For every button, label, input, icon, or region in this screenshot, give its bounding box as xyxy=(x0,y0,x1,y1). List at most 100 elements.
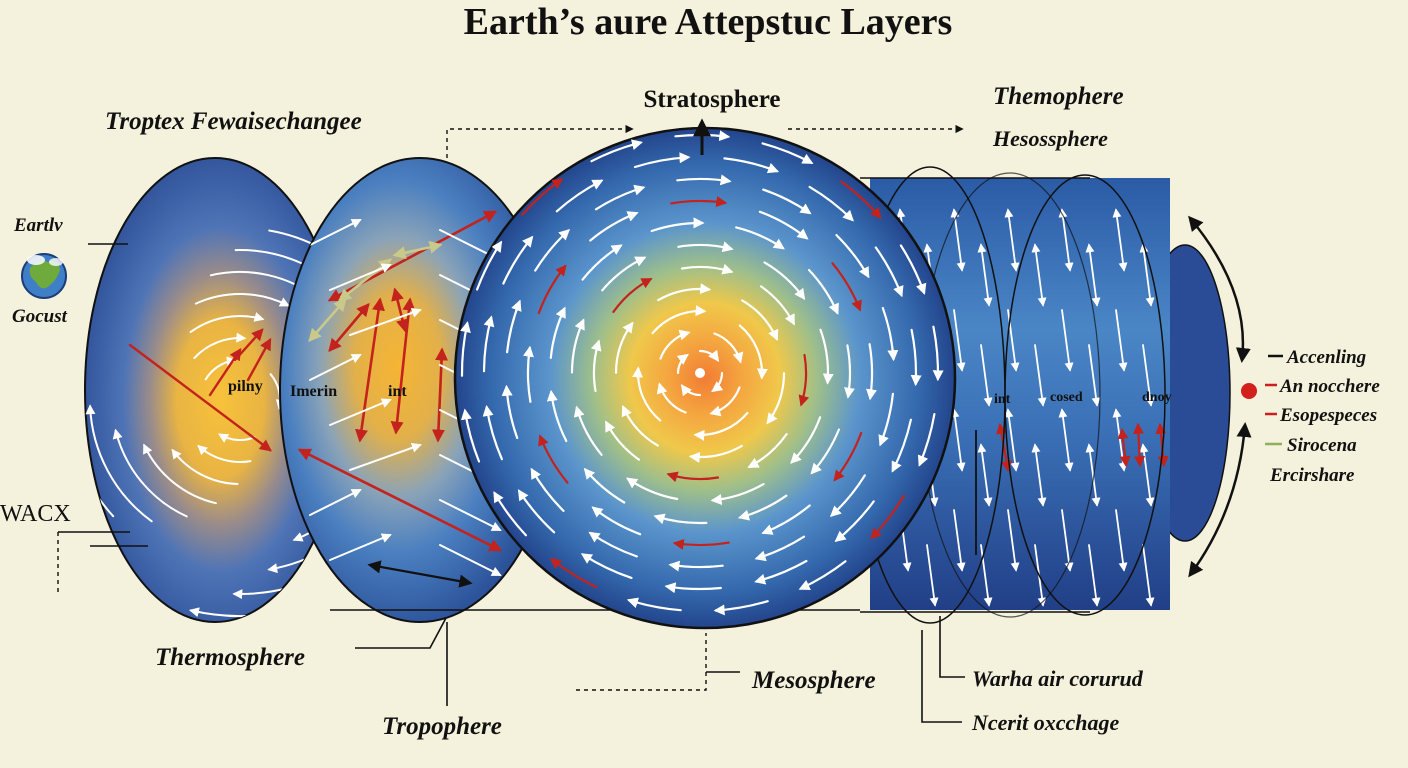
flow-arrow xyxy=(1004,408,1020,472)
legend-text-an-nocchere: An nocchere xyxy=(1279,376,1380,397)
flow-arrow xyxy=(143,443,217,505)
flow-arrow xyxy=(1139,243,1155,307)
label-earth-top: Eartlv xyxy=(13,215,63,236)
flow-arrow xyxy=(980,344,993,407)
flow-arrow xyxy=(218,433,256,443)
swirl-arrow xyxy=(762,188,812,215)
swirl-arrow xyxy=(834,500,875,542)
swirl-arrow xyxy=(590,139,643,163)
flow-arrow xyxy=(349,307,422,336)
swirl-arrow xyxy=(537,264,567,315)
inner-label-int-right: int xyxy=(994,392,1011,407)
flow-arrow xyxy=(1061,309,1074,372)
swirl-arrow xyxy=(833,431,863,482)
label-ncerit: Ncerit oxcchage xyxy=(971,710,1119,735)
swirl-arrow xyxy=(670,196,728,207)
flow-arrow xyxy=(85,404,153,523)
flow-arrow xyxy=(1004,208,1020,272)
swirl-arrow xyxy=(713,600,769,616)
label-themophere: Themophere xyxy=(993,83,1124,110)
swirl-arrow xyxy=(735,226,785,250)
label-thermosphere: Thermosphere xyxy=(155,644,305,671)
flow-arrow xyxy=(977,243,993,307)
red-flow-arrow xyxy=(1132,422,1146,468)
flow-arrow xyxy=(953,309,966,372)
swirl-arrow xyxy=(460,321,471,377)
leader-lines xyxy=(57,243,977,723)
inner-label-int-left: int xyxy=(388,383,407,400)
flow-arrow xyxy=(309,354,362,381)
swirl-arrow xyxy=(754,535,806,562)
red-flow-arrow xyxy=(246,337,272,382)
disc-center-vortex xyxy=(453,126,957,630)
swirl-arrow xyxy=(874,246,904,298)
red-flow-arrow xyxy=(297,448,503,552)
swirl-arrow xyxy=(688,444,743,463)
flow-arrow xyxy=(1031,243,1047,307)
flow-arrow xyxy=(926,544,939,607)
red-flow-arrow xyxy=(208,348,242,397)
swirl-arrow xyxy=(910,328,922,387)
flow-arrow xyxy=(1088,344,1101,407)
inner-label-cosed: cosed xyxy=(1050,390,1083,405)
swirl-arrow xyxy=(657,283,712,302)
swirl-arrow xyxy=(534,229,571,272)
flow-arrow xyxy=(950,208,966,272)
swirl-arrow xyxy=(754,559,808,585)
swirl-arrow xyxy=(659,329,691,360)
swirl-arrow xyxy=(664,582,722,594)
inner-label-imerin: Imerin xyxy=(290,383,337,400)
swirl-arrow xyxy=(589,211,639,242)
swirl-arrow xyxy=(626,597,682,612)
legend-text-ercirshare: Ercirshare xyxy=(1269,465,1355,486)
swirl-arrow xyxy=(760,285,795,326)
label-tropophere: Tropophere xyxy=(382,713,502,740)
flow-arrow xyxy=(950,408,966,472)
swirl-arrow xyxy=(763,261,806,300)
swirl-arrow xyxy=(583,467,626,504)
black-flow-arrow xyxy=(367,560,473,588)
swirl-arrow xyxy=(588,531,638,558)
swirl-arrow xyxy=(677,241,734,253)
flow-arrow xyxy=(197,444,252,463)
swirl-arrow xyxy=(672,539,730,550)
swirl-arrow xyxy=(829,474,866,517)
swirl-arrow xyxy=(878,392,894,447)
diagram-title: Earth’s aure Attepstuc Layers xyxy=(464,1,953,43)
swirl-arrow xyxy=(546,389,568,443)
flow-arrow xyxy=(1115,309,1128,372)
swirl-arrow xyxy=(549,306,566,359)
flow-arrow xyxy=(193,332,247,360)
swirl-arrow xyxy=(612,278,653,313)
swirl-arrow xyxy=(680,384,702,397)
swirl-arrow xyxy=(713,332,744,364)
flow-arrow xyxy=(171,448,239,485)
swirl-arrow xyxy=(501,384,519,440)
swirl-arrow xyxy=(808,269,839,315)
swirl-arrow xyxy=(710,483,765,505)
flow-arrow xyxy=(1034,344,1047,407)
flow-arrow xyxy=(112,428,188,518)
swirl-arrow xyxy=(917,413,936,467)
swirl-arrow xyxy=(709,386,741,417)
flow-arrow xyxy=(1007,509,1020,572)
swirl-arrow xyxy=(651,305,707,335)
flow-arrow xyxy=(1142,344,1155,407)
flow-arrow xyxy=(194,292,290,307)
swirl-arrow xyxy=(656,382,687,414)
swirl-arrow xyxy=(737,494,788,521)
label-mesosphere: Mesosphere xyxy=(751,667,876,694)
swirl-arrow xyxy=(549,557,598,589)
swirl-arrow xyxy=(650,217,705,233)
legend-markers xyxy=(1241,354,1283,446)
flow-arrow xyxy=(980,544,993,607)
swirl-arrow xyxy=(844,344,855,399)
label-hesossphere: Hesossphere xyxy=(992,126,1108,151)
swirl-arrow xyxy=(476,240,503,291)
flow-arrow xyxy=(329,398,392,426)
flow-arrow xyxy=(1142,544,1155,607)
swirl-arrow xyxy=(493,491,527,537)
label-troptex: Troptex Fewaisechangee xyxy=(105,108,362,135)
swirl-arrow xyxy=(632,366,662,422)
